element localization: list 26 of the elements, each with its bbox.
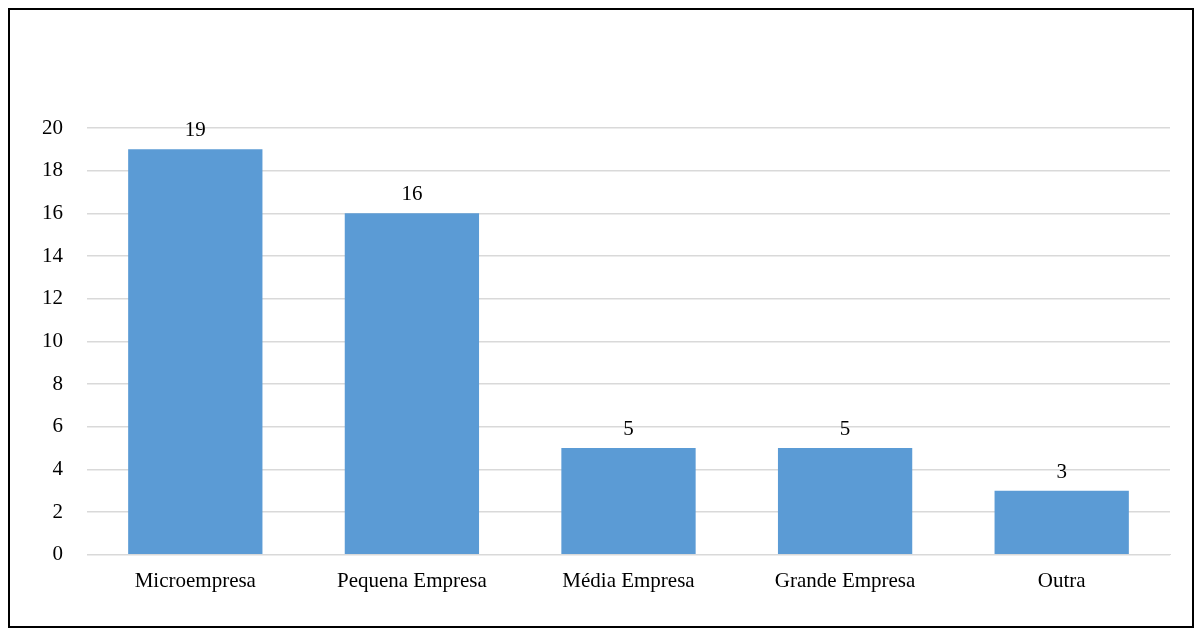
data-label: 3	[1056, 458, 1067, 483]
y-tick-label: 16	[42, 199, 63, 224]
y-tick-label: 2	[52, 498, 63, 523]
bar	[777, 448, 913, 555]
y-tick-label: 12	[42, 285, 63, 310]
data-label: 5	[839, 416, 851, 441]
y-tick-label: 6	[52, 413, 63, 438]
x-tick-label: Pequena Empresa	[336, 567, 488, 592]
y-tick-label: 8	[52, 370, 63, 395]
bar	[344, 213, 480, 555]
data-label: 16	[401, 181, 423, 206]
y-tick-label: 14	[42, 242, 64, 267]
y-tick-label: 0	[52, 541, 63, 566]
y-tick-label: 4	[52, 455, 64, 480]
y-tick-label: 20	[42, 114, 63, 139]
y-tick-label: 10	[42, 327, 63, 352]
bar	[561, 448, 696, 555]
data-label: 5	[623, 416, 634, 441]
data-label: 19	[184, 117, 206, 142]
x-tick-label: Outra	[1037, 567, 1087, 592]
x-tick-label: Média Empresa	[562, 567, 696, 592]
x-tick-label: Microempresa	[134, 567, 257, 592]
bar	[994, 490, 1129, 555]
y-tick-label: 18	[42, 157, 63, 182]
bar	[128, 149, 263, 555]
x-tick-label: Grande Empresa	[774, 567, 917, 592]
